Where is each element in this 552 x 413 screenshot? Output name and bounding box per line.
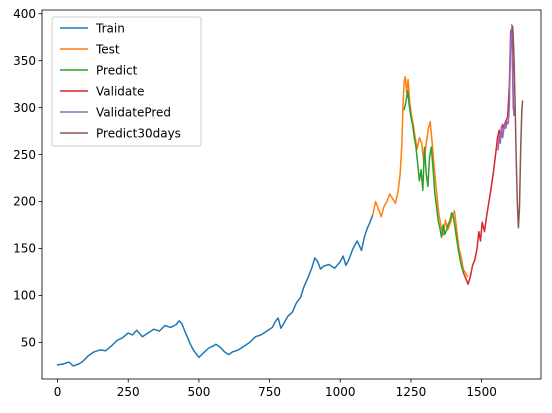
x-tick-label: 1250 — [396, 385, 427, 399]
series-line-validate — [462, 29, 515, 285]
series-layer — [56, 24, 524, 367]
plot-frame — [41, 9, 542, 380]
legend-box — [51, 16, 202, 147]
legend: Train Test Predict Validate ValidatePred Pred… — [51, 16, 202, 147]
y-tick-label: 350 — [13, 54, 36, 68]
axis-layer: 0 250 500 750 1000 1250 1500 50 100 150 200 250 300 3… — [13, 7, 497, 399]
y-tick-label: 50 — [21, 336, 36, 350]
series-line-predict30days — [510, 24, 524, 229]
series-line-predict — [403, 89, 465, 274]
y-tick-label: 400 — [13, 7, 36, 21]
legend-label-validatepred: ValidatePred — [96, 105, 171, 119]
y-tick-label: 200 — [13, 195, 36, 209]
legend-label-train: Train — [95, 21, 125, 35]
x-tick-label: 0 — [54, 385, 62, 399]
y-tick-label: 300 — [13, 101, 36, 115]
legend-label-predict30days: Predict30days — [96, 126, 181, 140]
y-tick-label: 100 — [13, 289, 36, 303]
x-tick-label: 250 — [117, 385, 140, 399]
legend-label-predict: Predict — [96, 63, 138, 77]
x-tick-label: 1500 — [466, 385, 497, 399]
series-line-train — [56, 213, 374, 367]
x-tick-label: 1000 — [325, 385, 356, 399]
legend-label-validate: Validate — [96, 84, 144, 98]
legend-label-test: Test — [95, 42, 120, 56]
x-tick-label: 750 — [258, 385, 281, 399]
series-line-validatepred — [497, 27, 515, 151]
series-line-test — [372, 75, 469, 278]
y-tick-label: 250 — [13, 148, 36, 162]
x-tick-label: 500 — [187, 385, 210, 399]
y-tick-label: 150 — [13, 242, 36, 256]
